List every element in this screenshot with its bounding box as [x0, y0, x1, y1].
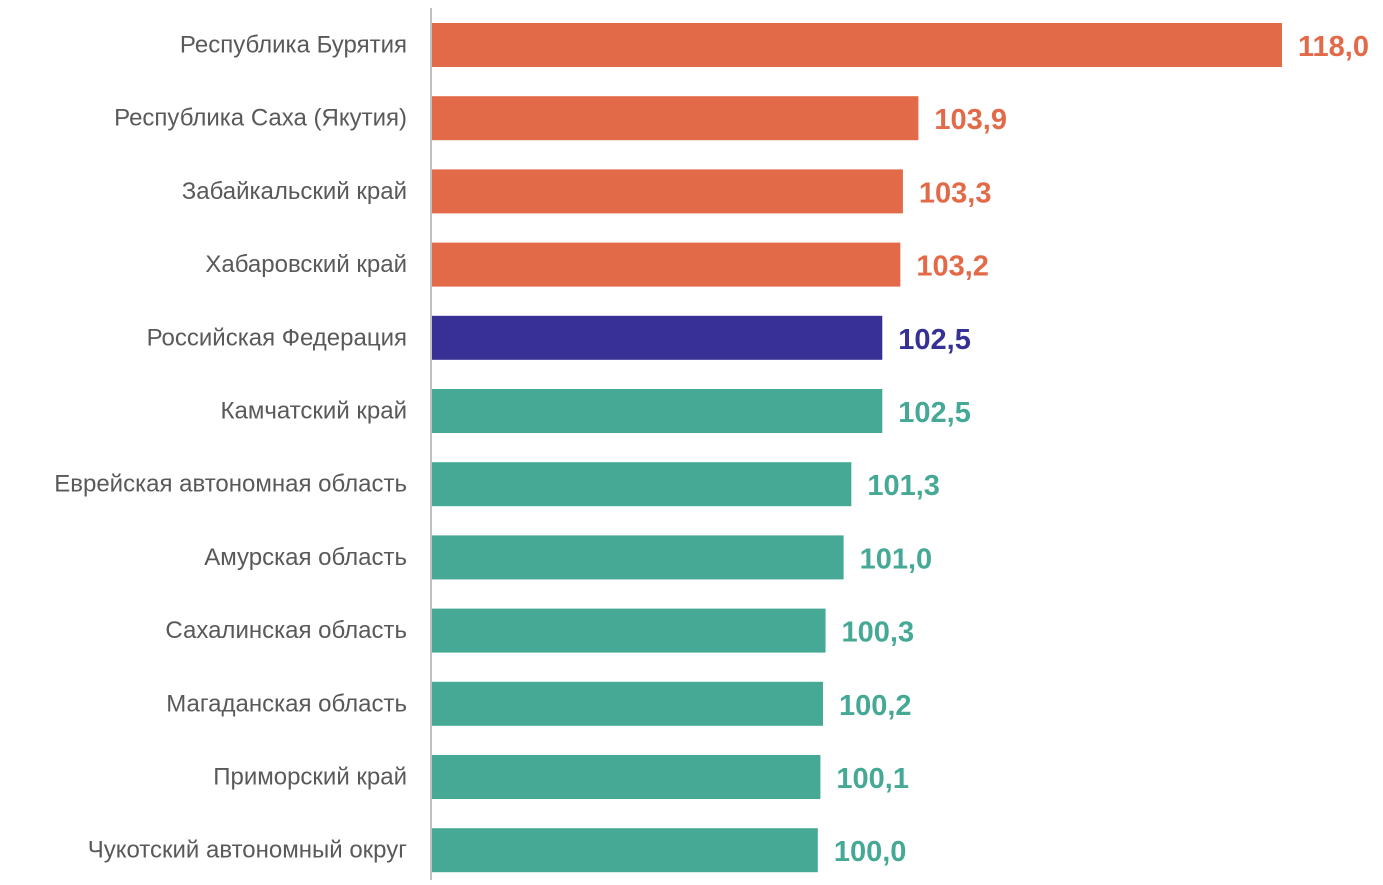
bar: [431, 681, 823, 726]
bar: [431, 828, 818, 873]
bars-layer: [431, 23, 1282, 873]
category-label: Еврейская автономная область: [54, 471, 407, 498]
bar: [431, 755, 821, 799]
category-label: Республика Бурятия: [180, 32, 407, 59]
value-label: 102,5: [898, 397, 971, 429]
bar: [431, 315, 883, 360]
bar: [431, 96, 919, 141]
category-label: Камчатский край: [221, 398, 407, 425]
category-label: Забайкальский край: [182, 178, 407, 205]
bar: [431, 462, 852, 507]
value-label: 103,9: [934, 104, 1007, 136]
value-label: 103,3: [919, 177, 992, 209]
category-label: Амурская область: [204, 544, 407, 571]
value-label: 102,5: [898, 324, 971, 356]
category-label: Республика Саха (Якутия): [114, 105, 407, 132]
bar: [431, 23, 1282, 67]
category-label: Сахалинская область: [165, 617, 407, 644]
value-label: 118,0: [1298, 31, 1369, 63]
category-label: Российская Федерация: [147, 324, 407, 351]
value-label: 101,3: [867, 470, 940, 502]
value-label: 100,0: [834, 836, 907, 868]
category-label: Магаданская область: [166, 690, 407, 717]
value-label: 100,2: [839, 690, 912, 722]
category-labels: Республика Бурятия Республика Саха (Якути…: [54, 32, 407, 864]
value-label: 100,3: [842, 617, 915, 649]
bar: [431, 389, 883, 433]
category-label: Чукотский автономный округ: [88, 837, 408, 864]
bar: [431, 608, 826, 653]
bar: [431, 242, 901, 287]
value-label: 101,0: [860, 543, 933, 575]
category-label: Хабаровский край: [205, 251, 407, 278]
value-label: 103,2: [916, 251, 989, 283]
value-labels: 118,0 103,9 103,3 103,2 102,5 102,5 101,3 101,0…: [834, 31, 1369, 868]
bar: [431, 169, 903, 214]
bar: [431, 535, 844, 580]
value-label: 100,1: [836, 763, 909, 795]
category-label: Приморский край: [213, 764, 407, 791]
